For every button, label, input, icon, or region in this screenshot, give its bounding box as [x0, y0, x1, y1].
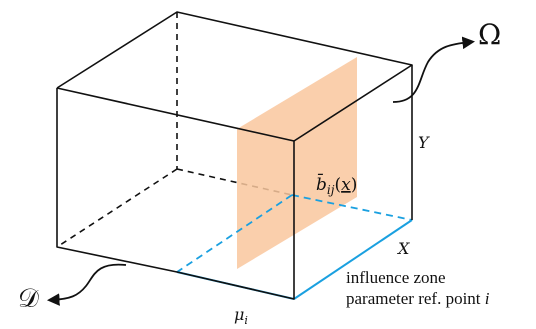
- y-axis-label: Y: [418, 133, 430, 152]
- parameter-ref-var: i: [485, 289, 490, 308]
- top-face: [56, 11, 413, 142]
- b-func-sub: ij: [327, 183, 335, 197]
- hidden-edges: [56, 12, 293, 248]
- influence-zone-label: influence zone: [346, 268, 446, 287]
- b-func-arg: x: [341, 175, 351, 195]
- front-face: [56, 87, 295, 300]
- omega-pointer-arrow: [392, 36, 476, 103]
- omega-label: Ω: [478, 18, 501, 51]
- parameter-ref-text: parameter ref. point: [346, 289, 481, 308]
- mu-sub: i: [244, 314, 248, 327]
- zone-solid-right: [293, 219, 413, 300]
- domain-d-label: 𝒟: [18, 284, 39, 314]
- zone-dashed-edges: [176, 194, 413, 273]
- b-func-close: ): [351, 175, 358, 195]
- domain-pointer-arrow: [46, 263, 127, 306]
- x-axis-label: X: [396, 239, 410, 258]
- mu-label: μi: [234, 305, 248, 327]
- b-func-base: b̄: [316, 172, 327, 195]
- b-func-label: b̄ij(x): [316, 172, 357, 197]
- hidden-back-edge: [176, 168, 293, 196]
- zone-dashed-back: [291, 194, 413, 221]
- visible-edges: [56, 11, 413, 300]
- mu-base: μ: [234, 305, 244, 324]
- b-func-open: (: [334, 175, 341, 195]
- influence-plane: [237, 57, 357, 269]
- parameter-ref-label: parameter ref. point i: [346, 289, 490, 308]
- hidden-left-edge: [56, 168, 178, 248]
